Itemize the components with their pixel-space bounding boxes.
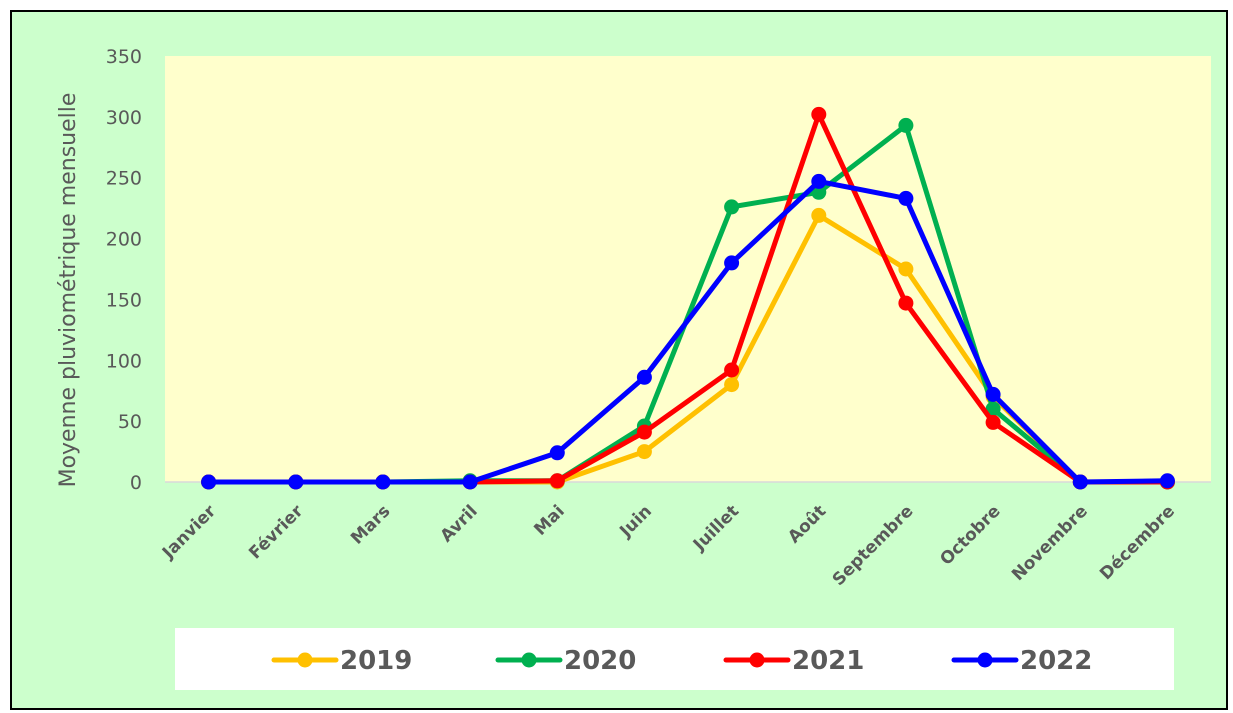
legend-swatch-marker: [977, 652, 993, 668]
y-tick-label: 0: [130, 472, 142, 494]
y-tick-label: 350: [106, 46, 142, 68]
x-tick-label: Septembre: [829, 501, 918, 590]
legend-item: 2022: [951, 646, 1092, 676]
data-point: [549, 445, 565, 461]
data-point: [985, 401, 1001, 417]
series-line: [206, 178, 1170, 485]
data-point: [1072, 474, 1088, 490]
data-point: [636, 369, 652, 385]
data-point: [985, 386, 1001, 402]
series-layer: [201, 106, 1175, 490]
legend-swatch-marker: [749, 652, 765, 668]
data-point: [636, 444, 652, 460]
y-tick-label: 250: [106, 168, 142, 190]
y-tick-label: 300: [106, 107, 142, 129]
y-tick-label: 200: [106, 229, 142, 251]
y-axis-ticks: 0 50 100 150 200 250 300 350: [106, 46, 142, 494]
data-point: [201, 474, 217, 490]
x-tick-label: Avril: [437, 501, 482, 546]
chart-frame: 0 50 100 150 200 250 300 350 Janvier Février Mars…: [10, 10, 1228, 710]
x-tick-label: Octobre: [936, 501, 1004, 569]
data-point: [985, 414, 1001, 430]
data-point: [811, 173, 827, 189]
x-tick-label: Février: [245, 501, 307, 563]
legend-item: 2020: [495, 646, 636, 676]
line-chart: 0 50 100 150 200 250 300 350 Janvier Février Mars…: [56, 46, 1211, 690]
data-point: [898, 295, 914, 311]
data-point: [1159, 473, 1175, 489]
legend-item: 2021: [723, 646, 864, 676]
x-tick-label: Novembre: [1008, 501, 1092, 585]
legend-label: 2022: [1020, 646, 1092, 676]
plot-area: [165, 56, 1211, 482]
x-tick-label: Juin: [615, 501, 656, 542]
data-point: [724, 255, 740, 271]
x-tick-label: Juillet: [689, 501, 743, 555]
data-point: [898, 117, 914, 133]
legend-label: 2019: [340, 646, 412, 676]
data-point: [724, 362, 740, 378]
legend-swatch-marker: [521, 652, 537, 668]
data-point: [811, 207, 827, 223]
x-tick-label: Mai: [530, 501, 568, 539]
legend-label: 2020: [564, 646, 636, 676]
x-tick-label: Août: [784, 501, 830, 547]
data-point: [811, 106, 827, 122]
data-point: [288, 474, 304, 490]
legend-label: 2021: [792, 646, 864, 676]
data-point: [636, 424, 652, 440]
data-point: [898, 261, 914, 277]
y-tick-label: 100: [106, 350, 142, 372]
x-tick-label: Mars: [347, 501, 394, 548]
legend-item: 2019: [271, 646, 412, 676]
data-point: [898, 190, 914, 206]
data-point: [549, 473, 565, 489]
x-tick-label: Janvier: [158, 501, 220, 563]
x-axis-ticks: Janvier Février Mars Avril Mai Juin Juillet Aoû…: [158, 501, 1179, 590]
legend-swatch-marker: [297, 652, 313, 668]
legend: 2019 2020 2021 2022: [271, 646, 1092, 676]
y-axis-label: Moyenne pluviométrique mensuelle: [56, 93, 81, 488]
data-point: [724, 199, 740, 215]
data-point: [811, 184, 827, 200]
data-point: [375, 474, 391, 490]
data-point: [462, 474, 478, 490]
y-tick-label: 50: [118, 411, 142, 433]
data-point: [724, 377, 740, 393]
x-tick-label: Décembre: [1096, 501, 1179, 584]
series-2022: [201, 173, 1175, 490]
y-tick-label: 150: [106, 289, 142, 311]
